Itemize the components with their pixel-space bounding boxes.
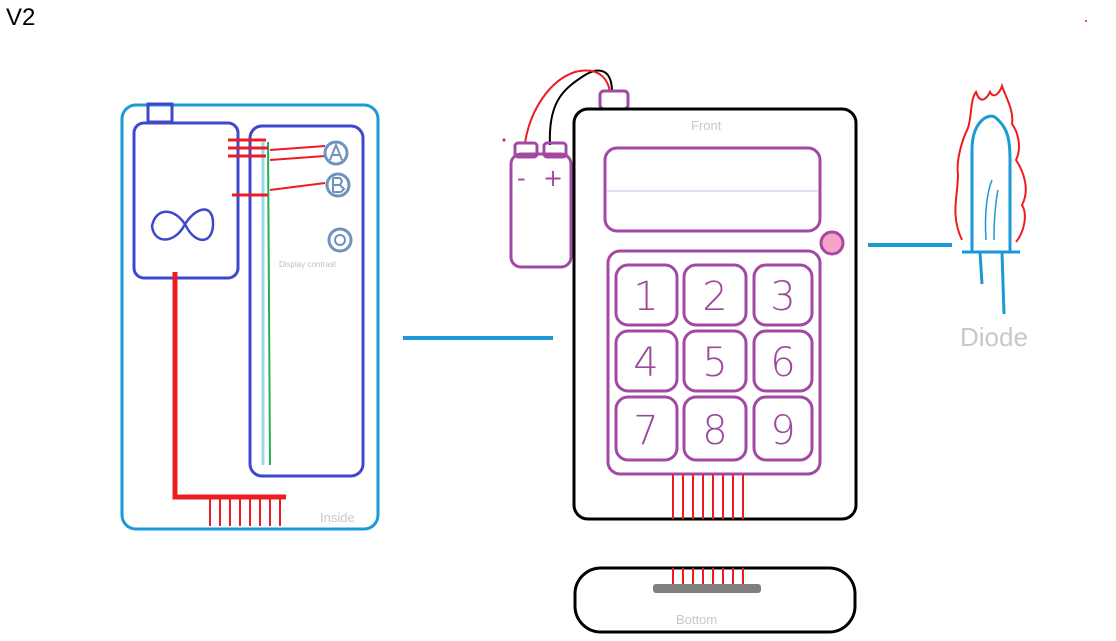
green-wire: [267, 141, 271, 466]
inside-battery-terminal: [146, 102, 174, 124]
bottom-label: Bottom: [676, 612, 717, 627]
diode-leg-left: [978, 251, 984, 285]
key-8[interactable]: [682, 395, 748, 462]
key-4-label: 4: [633, 340, 658, 386]
diode-bulb: [970, 114, 1012, 252]
a-button-icon: [323, 140, 349, 166]
display-contrast-label: Display contrast: [279, 260, 337, 269]
battery-terminal-minus: [513, 141, 539, 159]
key-9-label: 9: [770, 408, 795, 454]
red-wire: [269, 182, 326, 191]
inside-connector-pins: [209, 497, 281, 526]
infinity-icon: [150, 208, 215, 241]
key-4[interactable]: [614, 329, 679, 393]
version-label: V2: [6, 4, 36, 31]
battery-wire-black: [548, 69, 613, 146]
b-button-icon: [325, 172, 351, 198]
battery-wire-red: [524, 69, 611, 144]
stray-mark: [502, 138, 506, 142]
key-5[interactable]: [682, 329, 748, 393]
front-label: Front: [691, 118, 722, 133]
key-6[interactable]: [752, 329, 814, 393]
inside-outer-case: [120, 103, 380, 531]
bottom-port-bar: [653, 584, 761, 593]
front-device-body: [572, 107, 858, 521]
inside-label: Inside: [320, 510, 355, 525]
bottom-view-body: [573, 566, 857, 634]
red-wire: [269, 145, 326, 151]
inside-circuit-panel: [248, 124, 365, 478]
pink-button[interactable]: [819, 230, 845, 256]
diode-label: Diode: [960, 322, 1028, 352]
key-5-label: 5: [702, 340, 727, 386]
battery-terminal-plus: [542, 141, 568, 159]
keypad-keys: [614, 263, 814, 462]
diode-leg-right: [1000, 251, 1006, 315]
key-7[interactable]: [614, 395, 679, 462]
battery-plus-label: +: [543, 164, 563, 192]
key-9[interactable]: [752, 395, 814, 462]
contrast-dial-icon: [327, 227, 353, 253]
external-battery: [509, 152, 573, 269]
front-connector-pins: [672, 474, 744, 519]
key-1[interactable]: [614, 263, 679, 327]
key-7-label: 7: [633, 408, 658, 454]
a-letter-icon: [329, 142, 343, 161]
front-display: [603, 146, 822, 233]
battery-minus-label: -: [517, 164, 526, 192]
key-2[interactable]: [682, 263, 748, 327]
keypad-digits: 1 2 3 4 5 6 7 8 9: [633, 274, 795, 454]
flame-icon: [954, 82, 1027, 243]
contrast-dial-center: [334, 234, 346, 246]
stray-mark: [1085, 20, 1087, 22]
key-3-label: 3: [770, 274, 795, 320]
diode-filament: [984, 179, 999, 241]
inside-battery-module: [132, 121, 240, 280]
front-top-connector: [598, 89, 630, 111]
b-letter-icon: [332, 177, 346, 193]
key-6-label: 6: [770, 340, 795, 386]
key-3[interactable]: [752, 263, 814, 327]
red-wire: [269, 155, 326, 161]
key-2-label: 2: [702, 274, 727, 320]
key-1-label: 1: [633, 274, 658, 320]
key-8-label: 8: [702, 408, 727, 454]
